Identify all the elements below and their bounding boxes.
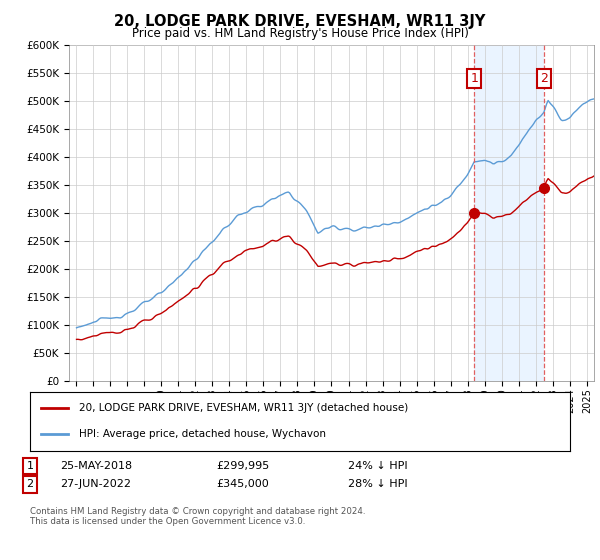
Text: 1: 1 [470, 72, 478, 85]
Text: 27-JUN-2022: 27-JUN-2022 [60, 479, 131, 489]
Text: 20, LODGE PARK DRIVE, EVESHAM, WR11 3JY (detached house): 20, LODGE PARK DRIVE, EVESHAM, WR11 3JY … [79, 403, 408, 413]
Text: £299,995: £299,995 [216, 461, 269, 471]
Text: 1: 1 [26, 461, 34, 471]
Text: Price paid vs. HM Land Registry's House Price Index (HPI): Price paid vs. HM Land Registry's House … [131, 27, 469, 40]
Text: Contains HM Land Registry data © Crown copyright and database right 2024.
This d: Contains HM Land Registry data © Crown c… [30, 507, 365, 526]
Text: £345,000: £345,000 [216, 479, 269, 489]
Text: 2: 2 [540, 72, 548, 85]
Text: 25-MAY-2018: 25-MAY-2018 [60, 461, 132, 471]
Text: 20, LODGE PARK DRIVE, EVESHAM, WR11 3JY: 20, LODGE PARK DRIVE, EVESHAM, WR11 3JY [115, 14, 485, 29]
Text: 24% ↓ HPI: 24% ↓ HPI [348, 461, 407, 471]
Text: HPI: Average price, detached house, Wychavon: HPI: Average price, detached house, Wych… [79, 430, 326, 440]
Text: 2: 2 [26, 479, 34, 489]
Text: 28% ↓ HPI: 28% ↓ HPI [348, 479, 407, 489]
Bar [474, 45, 544, 381]
